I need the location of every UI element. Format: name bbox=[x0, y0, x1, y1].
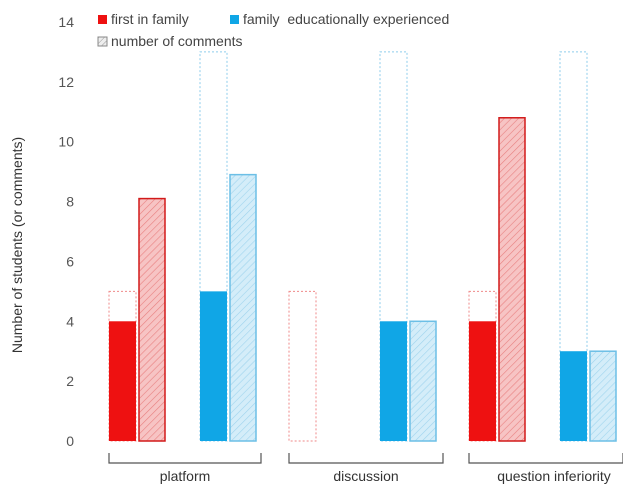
y-tick-label: 4 bbox=[66, 313, 74, 329]
y-axis-ticks: 0 2 4 6 8 10 12 14 bbox=[58, 14, 74, 449]
comments-bar bbox=[498, 117, 526, 442]
y-tick-label: 6 bbox=[66, 253, 74, 269]
comments-bar bbox=[138, 197, 166, 442]
y-axis-title: Number of students (or comments) bbox=[9, 137, 25, 353]
category-label: question inferiority bbox=[497, 468, 611, 484]
y-tick-label: 10 bbox=[58, 134, 74, 150]
y-tick-label: 8 bbox=[66, 194, 74, 210]
bars bbox=[108, 51, 617, 442]
comments-bar bbox=[589, 350, 617, 442]
category-bracket bbox=[468, 453, 623, 464]
legend-label-comments: number of comments bbox=[111, 33, 243, 49]
y-tick-label: 14 bbox=[58, 14, 74, 30]
y-tick-label: 2 bbox=[66, 373, 74, 389]
y-tick-label: 0 bbox=[66, 433, 74, 449]
category-label: platform bbox=[160, 468, 211, 484]
category-bracket bbox=[288, 453, 444, 464]
legend-swatch-comments bbox=[97, 36, 108, 47]
legend-swatch-family-experienced bbox=[230, 15, 239, 24]
category-brackets: platform discussion question inferiority bbox=[108, 453, 623, 484]
total-students-outline bbox=[288, 290, 317, 442]
comments-bar bbox=[229, 173, 257, 442]
students-bar bbox=[560, 351, 587, 441]
legend: first in family family educationally exp… bbox=[97, 11, 449, 49]
category-label: discussion bbox=[333, 468, 398, 484]
students-bar bbox=[469, 321, 496, 441]
students-bar bbox=[380, 321, 407, 441]
category-bracket bbox=[108, 453, 262, 464]
legend-label-first-in-family: first in family bbox=[111, 11, 189, 27]
y-tick-label: 12 bbox=[58, 74, 74, 90]
comments-bar bbox=[409, 320, 437, 442]
students-bar bbox=[109, 321, 136, 441]
legend-swatch-first-in-family bbox=[98, 15, 107, 24]
legend-label-family-experienced: family educationally experienced bbox=[243, 11, 449, 27]
students-bar bbox=[200, 291, 227, 441]
